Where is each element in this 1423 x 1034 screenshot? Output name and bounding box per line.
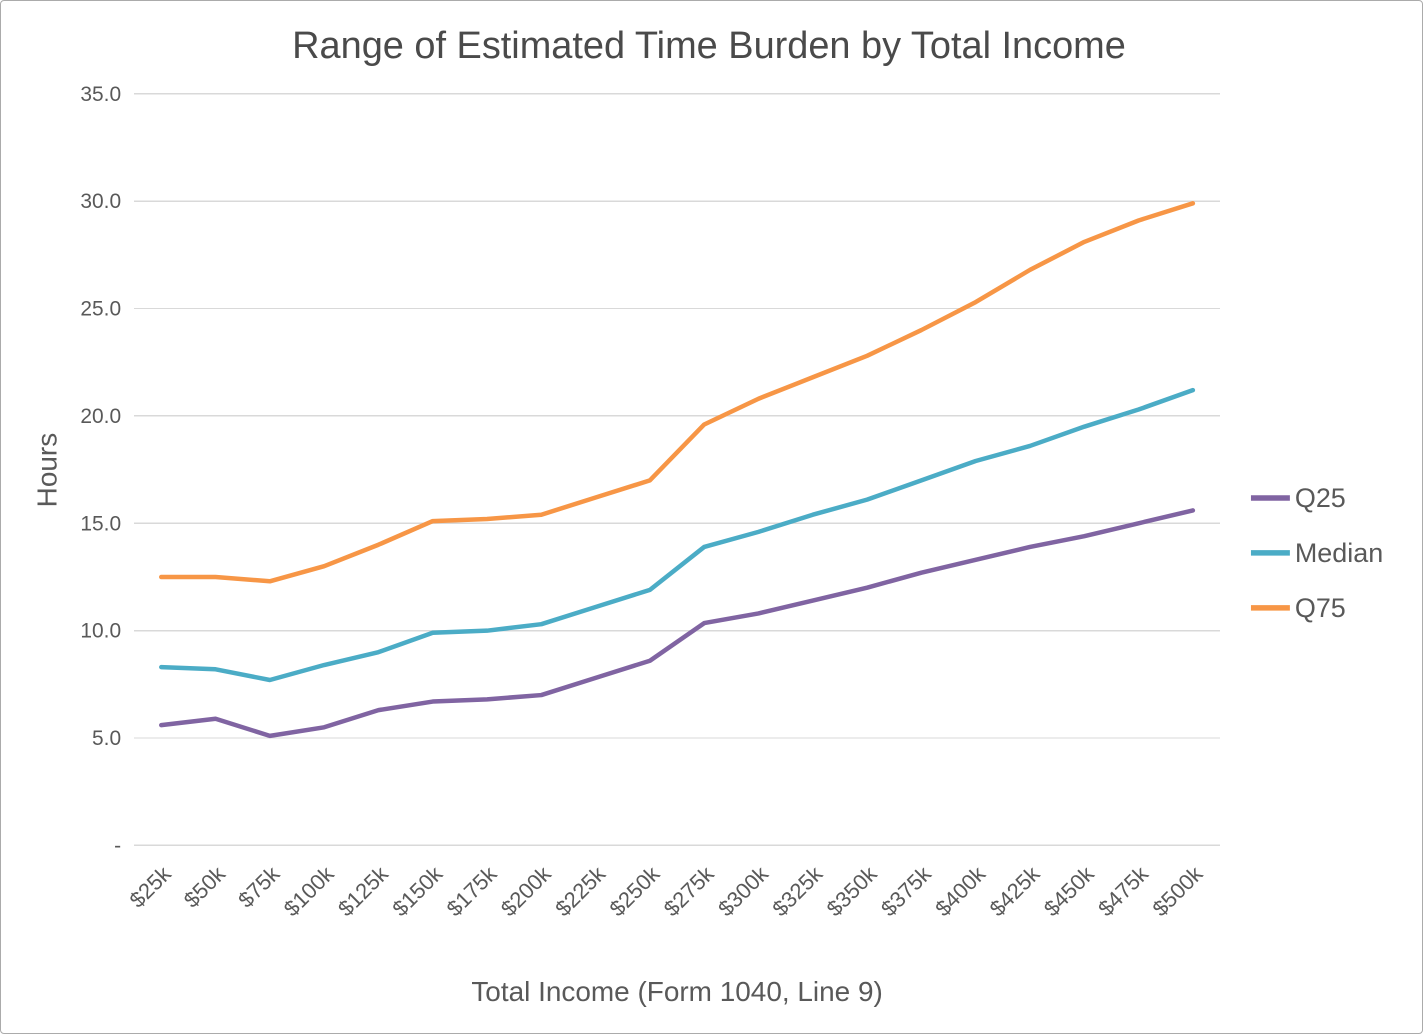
series-lines — [159, 201, 1196, 739]
legend-label: Median — [1295, 538, 1383, 568]
legend: Q25 Median Q75 — [1250, 483, 1383, 623]
x-tick-label: $75k — [233, 861, 284, 912]
series-line-q75 — [159, 201, 1196, 584]
x-tick-label: $300k — [713, 861, 773, 921]
x-tick-label: $250k — [604, 861, 664, 921]
x-tick-label: $175k — [442, 861, 502, 921]
x-axis-title: Total Income (Form 1040, Line 9) — [471, 976, 883, 1007]
x-tick-label: $25k — [124, 861, 175, 912]
x-tick-label: $500k — [1147, 861, 1207, 921]
chart-title: Range of Estimated Time Burden by Total … — [292, 25, 1126, 67]
legend-item-q25: Q25 — [1250, 483, 1346, 513]
y-tick-label: 15.0 — [80, 512, 121, 535]
x-tick-label: $150k — [387, 861, 447, 921]
x-axis-tick-labels: $25k $50k $75k$100k$125k$150k$175k$200k$22… — [124, 861, 1207, 921]
x-tick-label: $100k — [279, 861, 339, 921]
x-tick-label: $225k — [550, 861, 610, 921]
legend-label: Q75 — [1295, 593, 1346, 623]
y-tick-label: 35.0 — [80, 83, 121, 106]
series-line-median — [159, 387, 1196, 683]
x-tick-label: $475k — [1093, 861, 1153, 921]
x-tick-label: $400k — [930, 861, 990, 921]
y-tick-label: 25.0 — [80, 298, 121, 321]
y-tick-label: 10.0 — [80, 620, 121, 643]
x-tick-label: $350k — [822, 861, 882, 921]
x-tick-label: $325k — [767, 861, 827, 921]
x-tick-label: $375k — [876, 861, 936, 921]
x-tick-label: $50k — [179, 861, 230, 912]
gridlines — [134, 93, 1221, 847]
y-axis-title: Hours — [31, 433, 62, 508]
legend-label: Q25 — [1295, 483, 1346, 513]
y-axis-tick-labels: - 5.0 10.0 15.0 20.0 25.0 30.0 35.0 — [80, 83, 121, 858]
x-tick-label: $200k — [496, 861, 556, 921]
x-tick-label: $425k — [985, 861, 1045, 921]
x-tick-label: $275k — [659, 861, 719, 921]
x-tick-label: $125k — [333, 861, 393, 921]
x-tick-label: $450k — [1039, 861, 1099, 921]
y-tick-label: 5.0 — [92, 727, 121, 750]
y-tick-label: - — [114, 834, 121, 857]
y-tick-label: 20.0 — [80, 405, 121, 428]
y-tick-label: 30.0 — [80, 190, 121, 213]
series-line-q25 — [159, 508, 1196, 739]
legend-item-median: Median — [1250, 538, 1383, 568]
legend-item-q75: Q75 — [1250, 593, 1346, 623]
